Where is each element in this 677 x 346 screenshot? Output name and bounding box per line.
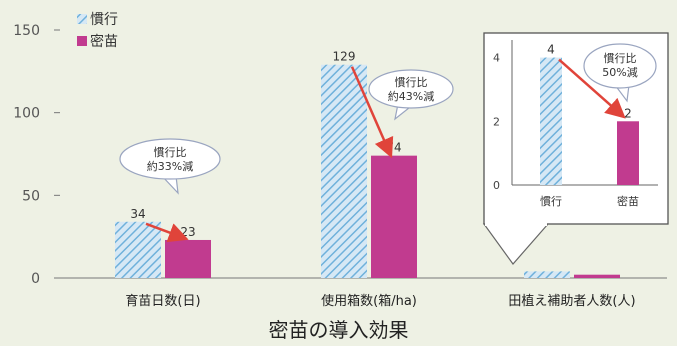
callout-33-line-0: 慣行比 — [154, 145, 187, 159]
bar-慣行-2 — [524, 271, 570, 278]
x-tick-label-1: 使用箱数(箱/ha) — [321, 293, 417, 309]
callout-43-fill — [370, 71, 452, 107]
inset-data-label-1: 2 — [624, 106, 632, 120]
legend-label-密苗: 密苗 — [90, 33, 118, 50]
bar-密苗-2 — [574, 274, 620, 278]
inset-bar-0 — [540, 57, 562, 186]
x-tick-label-0: 育苗日数(日) — [125, 293, 200, 309]
callout-43-line-1: 約43%減 — [388, 89, 434, 103]
inset-bar-1 — [617, 121, 639, 185]
x-tick-label-2: 田植え補助者人数(人) — [508, 294, 635, 309]
main-bars — [115, 64, 620, 278]
inset-pointer — [482, 223, 550, 265]
inset-y-tick-2: 2 — [493, 115, 500, 128]
y-tick-label-0: 0 — [31, 271, 40, 287]
bar-慣行-1 — [321, 64, 367, 278]
y-tick-label-50: 50 — [22, 188, 40, 204]
inset-data-label-0: 4 — [547, 43, 555, 57]
callout-33-fill — [121, 140, 219, 178]
inset-y-tick-0: 0 — [493, 179, 500, 192]
legend-swatch-慣行 — [77, 14, 87, 24]
inset-y-tick-4: 4 — [493, 52, 500, 65]
data-label-慣行-0: 34 — [130, 207, 145, 221]
bar-密苗-0 — [165, 239, 211, 278]
y-tick-label-100: 100 — [13, 106, 40, 122]
inset-trend-arrow — [558, 58, 626, 119]
trend-arrow-1 — [350, 66, 394, 159]
chart-caption: 密苗の導入効果 — [268, 318, 409, 342]
trend-arrow-0 — [145, 222, 189, 243]
legend-label-慣行: 慣行 — [90, 11, 118, 28]
callout-33-line-1: 約33%減 — [147, 159, 193, 173]
inset-x-label-1: 密苗 — [617, 194, 639, 208]
bar-慣行-0 — [115, 221, 161, 278]
inset-callout-line-1: 50%減 — [602, 65, 637, 79]
inset-pointer-gap — [485, 223, 547, 226]
inset-callout-fill — [585, 45, 655, 87]
bar-密苗-1 — [371, 155, 417, 278]
inset-x-label-0: 慣行 — [540, 194, 562, 208]
inset-callout-line-0: 慣行比 — [604, 51, 637, 65]
data-label-慣行-1: 129 — [333, 50, 356, 64]
y-tick-label-150: 150 — [13, 23, 40, 39]
legend-swatch-密苗 — [77, 36, 87, 46]
callout-43-line-0: 慣行比 — [395, 75, 428, 89]
